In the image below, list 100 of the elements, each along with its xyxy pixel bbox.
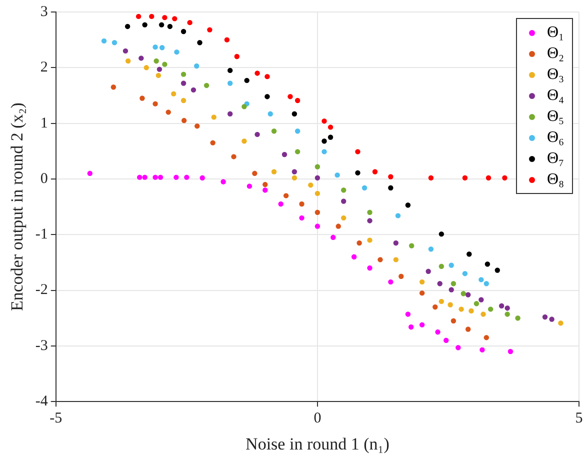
point (542, 314, 548, 320)
point (450, 281, 456, 286)
point (231, 154, 236, 160)
point (474, 301, 480, 306)
point (156, 66, 162, 72)
point (504, 312, 510, 317)
legend-label: Θ₂ (547, 44, 564, 64)
point (252, 170, 258, 176)
point (448, 262, 454, 268)
y-tick-label: 2 (40, 60, 48, 76)
point (156, 72, 162, 78)
point (458, 306, 464, 312)
point (388, 174, 394, 180)
point (172, 16, 178, 22)
point (294, 128, 300, 134)
point (488, 306, 494, 312)
point (328, 134, 334, 140)
point (498, 303, 504, 308)
point (314, 210, 320, 215)
point (462, 270, 468, 276)
point (162, 62, 168, 67)
point (480, 347, 485, 352)
point (264, 74, 270, 80)
point (398, 274, 404, 279)
point (138, 56, 144, 61)
point (181, 118, 187, 124)
point (362, 185, 368, 190)
point (419, 290, 425, 296)
point (200, 175, 205, 180)
point (356, 240, 362, 246)
point (462, 175, 468, 180)
point (444, 338, 449, 343)
point (87, 170, 92, 176)
point (367, 238, 372, 243)
point (334, 172, 340, 178)
point (322, 118, 327, 124)
y-axis-title: Encoder output in round 2 (x₂) (8, 102, 27, 312)
point (504, 305, 510, 311)
point (314, 224, 320, 229)
point (136, 14, 142, 20)
point (180, 98, 186, 104)
point (149, 14, 154, 20)
point (341, 188, 346, 193)
point (367, 210, 372, 215)
legend-label: Θ₈ (547, 170, 564, 190)
point (468, 308, 474, 314)
legend-label: Θ₅ (547, 107, 564, 127)
point (336, 224, 341, 229)
point (558, 320, 564, 326)
point (190, 87, 196, 93)
point (142, 22, 148, 28)
point (234, 54, 240, 60)
point (393, 240, 399, 246)
point (224, 37, 230, 42)
point (180, 80, 186, 86)
point (136, 174, 142, 180)
point (180, 72, 186, 77)
point (227, 111, 233, 116)
point (426, 268, 431, 274)
point (101, 38, 107, 44)
point (419, 322, 425, 328)
point (299, 215, 304, 221)
point (294, 98, 300, 104)
point (314, 164, 320, 170)
point (341, 215, 346, 221)
point (125, 58, 131, 64)
legend-label: Θ₁ (547, 23, 564, 43)
y-tick-label: 0 (40, 170, 48, 187)
point (484, 281, 490, 286)
point (314, 175, 320, 180)
point (211, 114, 216, 120)
point (405, 202, 411, 208)
point (246, 184, 252, 189)
point (268, 111, 273, 116)
point (152, 101, 158, 106)
point (154, 58, 159, 64)
point (174, 174, 179, 180)
point (388, 185, 394, 190)
point (220, 179, 226, 184)
point (282, 152, 288, 158)
point (292, 169, 298, 174)
x-tick-label: 0 (314, 410, 322, 427)
point (194, 63, 200, 69)
x-tick-label: 5 (575, 410, 583, 427)
point (152, 174, 158, 180)
point (144, 65, 149, 70)
point (283, 193, 289, 198)
point (299, 201, 304, 207)
legend-label: Θ₄ (547, 86, 564, 106)
point (456, 345, 461, 350)
y-tick-label: -4 (35, 394, 48, 410)
legend-label: Θ₃ (547, 65, 564, 85)
point (159, 45, 165, 50)
point (158, 174, 164, 180)
point (254, 70, 260, 76)
point (367, 218, 372, 224)
point (438, 231, 444, 237)
point (466, 252, 472, 257)
point (204, 82, 210, 88)
y-tick-label: -1 (35, 226, 48, 243)
